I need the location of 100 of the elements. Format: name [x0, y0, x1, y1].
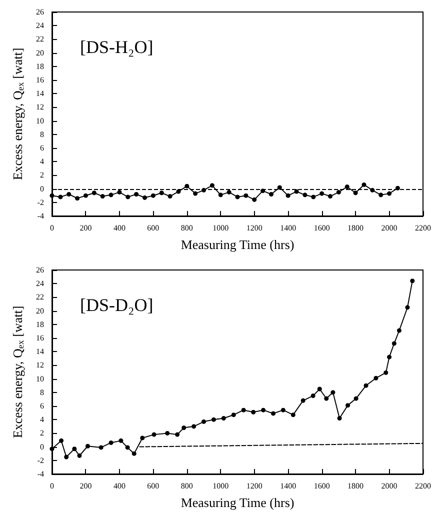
- x-tick-label: 600: [147, 482, 160, 490]
- point: [126, 194, 130, 200]
- x-tick-label: 400: [113, 224, 126, 232]
- point: [387, 354, 392, 360]
- point: [165, 430, 170, 436]
- x-tick-label: 800: [180, 482, 193, 490]
- y-tick-label: 0: [40, 442, 44, 452]
- x-tick-label: 1200: [246, 224, 262, 232]
- point: [134, 192, 139, 196]
- x-tick-label: 400: [113, 482, 126, 490]
- annotation: [DS-D₂O]: [80, 295, 154, 315]
- point: [100, 194, 105, 199]
- y-tick-label: 14: [36, 89, 44, 98]
- point: [226, 190, 232, 194]
- y-axis-title: Excess energy, Qex [watt]: [10, 48, 26, 180]
- point: [252, 197, 257, 202]
- point: [387, 191, 392, 196]
- y-tick-label: 22: [36, 34, 44, 44]
- y-tick-label: 12: [36, 102, 44, 112]
- y-tick-label: 8: [40, 388, 44, 397]
- point: [83, 193, 88, 198]
- y-tick-label: 6: [40, 402, 44, 410]
- y-tick-label: 12: [36, 360, 44, 370]
- x-tick-label: 1400: [280, 482, 296, 490]
- point: [125, 445, 130, 450]
- x-tick-label: 2200: [415, 224, 431, 232]
- point: [59, 438, 64, 443]
- y-tick-label: 24: [36, 279, 44, 288]
- x-tick-label: 1000: [212, 482, 229, 490]
- point: [324, 396, 329, 401]
- point: [193, 191, 198, 196]
- point: [64, 454, 69, 460]
- point: [150, 193, 156, 198]
- point: [140, 436, 145, 440]
- y-tick-label: 16: [36, 334, 44, 342]
- x-tick-label: 2000: [381, 482, 398, 490]
- y-tick-label: 2: [40, 428, 44, 438]
- y-tick-label: 26: [36, 266, 44, 274]
- point: [142, 195, 147, 200]
- point: [98, 445, 104, 450]
- x-tick-label: 2200: [415, 482, 431, 490]
- point: [353, 190, 358, 196]
- y-tick-label: -2: [37, 456, 44, 465]
- y-tick-label: 18: [36, 62, 44, 71]
- point: [58, 194, 63, 200]
- y-axis-title: Excess energy, Qex [watt]: [10, 306, 26, 438]
- point: [159, 190, 164, 196]
- point: [182, 426, 186, 430]
- point: [271, 411, 276, 416]
- point: [221, 416, 226, 420]
- y-tick-label: 24: [36, 21, 44, 30]
- y-tick-label: 6: [40, 144, 44, 152]
- x-tick-label: 1000: [212, 224, 229, 232]
- point: [77, 453, 82, 458]
- point: [132, 451, 136, 456]
- y-tick-label: -2: [37, 198, 44, 207]
- y-tick-label: 8: [40, 130, 44, 139]
- y-tick-label: 0: [40, 184, 44, 194]
- point: [152, 432, 156, 437]
- y-tick-label: 22: [36, 292, 44, 302]
- x-tick-label: 1800: [348, 224, 364, 232]
- y-tick-label: -4: [37, 212, 44, 220]
- point: [241, 408, 246, 412]
- point: [300, 398, 306, 403]
- point: [344, 184, 350, 190]
- point: [294, 189, 299, 194]
- point: [168, 194, 172, 199]
- x-tick-label: 0: [50, 482, 54, 490]
- point: [184, 184, 190, 188]
- point: [86, 444, 90, 448]
- point: [108, 440, 114, 445]
- point: [75, 196, 80, 201]
- point: [50, 446, 54, 452]
- point: [290, 412, 296, 418]
- x-tick-label: 800: [180, 224, 193, 232]
- y-tick-label: 14: [36, 347, 44, 356]
- point: [108, 192, 114, 198]
- y-tick-label: 20: [36, 306, 44, 316]
- y-tick-label: 10: [36, 374, 44, 384]
- y-tick-label: 2: [40, 170, 44, 180]
- point: [118, 438, 124, 443]
- y-tick-label: 16: [36, 76, 44, 84]
- point: [72, 446, 77, 452]
- annotation: [DS-H₂O]: [80, 37, 154, 57]
- point: [330, 390, 336, 395]
- point: [235, 194, 240, 200]
- point: [268, 192, 274, 196]
- x-tick-label: 0: [50, 224, 54, 232]
- y-tick-label: 18: [36, 320, 44, 329]
- point: [310, 394, 316, 398]
- x-tick-label: 2000: [381, 224, 398, 232]
- point: [392, 341, 396, 346]
- point: [311, 194, 316, 200]
- point: [280, 408, 286, 412]
- point: [66, 192, 72, 196]
- point: [244, 193, 248, 198]
- y-tick-label: 10: [36, 116, 44, 126]
- x-axis-title: Measuring Time (hrs): [180, 495, 294, 510]
- point: [354, 396, 358, 401]
- x-tick-label: 600: [147, 224, 160, 232]
